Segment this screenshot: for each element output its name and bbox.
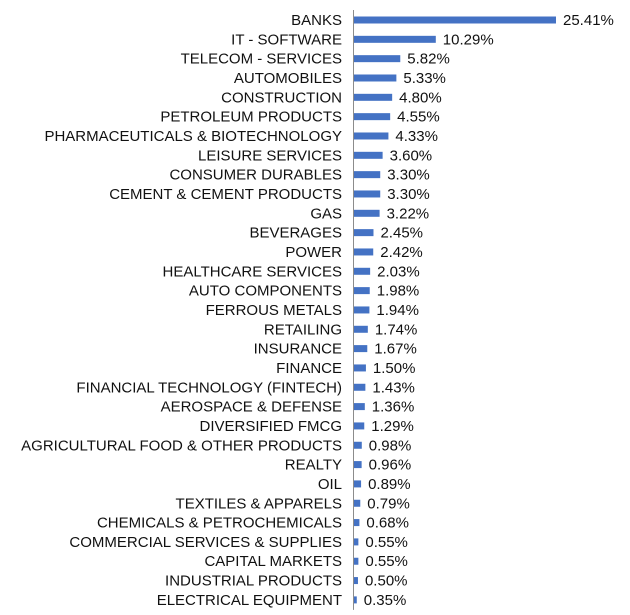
bar-textiles-apparels [354, 499, 361, 507]
category-label-banks: BANKS [291, 12, 342, 29]
value-label-consumer-durables: 3.30% [387, 167, 430, 184]
bar-construction [354, 93, 393, 101]
value-label-construction: 4.80% [399, 89, 442, 106]
category-label-industrial-products: INDUSTRIAL PRODUCTS [165, 573, 342, 590]
value-label-commercial-services-supplies: 0.55% [365, 534, 408, 551]
value-labels-group: 25.41% 10.29% 5.82% 5.33% 4.80% 4.55% 4.33% 3.6… [364, 12, 614, 609]
value-label-oil: 0.89% [368, 476, 411, 493]
value-label-retailing: 1.74% [375, 321, 418, 338]
bar-telecom-services [354, 55, 401, 63]
bar-banks [354, 16, 556, 24]
value-label-it-software: 10.29% [443, 31, 494, 48]
bar-beverages [354, 229, 374, 237]
value-label-cement-cement-products: 3.30% [387, 186, 430, 203]
bar-financial-technology-fintech [354, 383, 366, 391]
category-label-financial-technology-fintech: FINANCIAL TECHNOLOGY (FINTECH) [76, 379, 342, 396]
value-label-gas: 3.22% [387, 205, 430, 222]
category-label-textiles-apparels: TEXTILES & APPARELS [176, 495, 342, 512]
category-label-gas: GAS [310, 205, 342, 222]
bar-oil [354, 480, 362, 488]
category-label-agricultural-food-other-products: AGRICULTURAL FOOD & OTHER PRODUCTS [21, 437, 342, 454]
category-label-leisure-services: LEISURE SERVICES [198, 147, 342, 164]
category-label-healthcare-services: HEALTHCARE SERVICES [163, 263, 343, 280]
bar-auto-components [354, 287, 370, 295]
value-label-insurance: 1.67% [374, 341, 417, 358]
value-label-leisure-services: 3.60% [390, 147, 433, 164]
category-label-aerospace-defense: AEROSPACE & DEFENSE [161, 399, 342, 416]
category-label-oil: OIL [318, 476, 342, 493]
bar-gas [354, 209, 380, 217]
value-label-automobiles: 5.33% [403, 70, 446, 87]
bar-finance [354, 364, 366, 372]
bar-power [354, 248, 374, 256]
category-label-retailing: RETAILING [264, 321, 342, 338]
value-label-industrial-products: 0.50% [365, 573, 408, 590]
value-label-aerospace-defense: 1.36% [372, 399, 415, 416]
category-label-telecom-services: TELECOM - SERVICES [181, 51, 342, 68]
bar-diversified-fmcg [354, 422, 365, 430]
value-label-healthcare-services: 2.03% [377, 263, 420, 280]
bar-automobiles [354, 74, 397, 82]
category-label-electrical-equipment: ELECTRICAL EQUIPMENT [157, 592, 342, 609]
value-label-power: 2.42% [380, 244, 423, 261]
category-label-construction: CONSTRUCTION [221, 89, 342, 106]
bars-group [354, 16, 556, 604]
category-label-insurance: INSURANCE [254, 341, 342, 358]
value-label-beverages: 2.45% [380, 225, 423, 242]
category-label-capital-markets: CAPITAL MARKETS [204, 553, 342, 570]
category-label-ferrous-metals: FERROUS METALS [206, 302, 342, 319]
bar-electrical-equipment [354, 596, 357, 604]
category-label-chemicals-petrochemicals: CHEMICALS & PETROCHEMICALS [97, 515, 342, 532]
category-label-diversified-fmcg: DIVERSIFIED FMCG [199, 418, 342, 435]
bar-capital-markets [354, 557, 359, 565]
value-label-finance: 1.50% [373, 360, 416, 377]
category-label-commercial-services-supplies: COMMERCIAL SERVICES & SUPPLIES [69, 534, 342, 551]
category-label-auto-components: AUTO COMPONENTS [189, 283, 342, 300]
category-label-cement-cement-products: CEMENT & CEMENT PRODUCTS [109, 186, 342, 203]
value-label-ferrous-metals: 1.94% [376, 302, 419, 319]
bar-agricultural-food-other-products [354, 441, 362, 449]
category-labels-group: BANKS IT - SOFTWARE TELECOM - SERVICES AUTO… [21, 12, 342, 609]
bar-insurance [354, 345, 368, 353]
value-label-banks: 25.41% [563, 12, 614, 29]
value-label-electrical-equipment: 0.35% [364, 592, 407, 609]
category-label-consumer-durables: CONSUMER DURABLES [169, 167, 342, 184]
category-label-pharmaceuticals-biotechnology: PHARMACEUTICALS & BIOTECHNOLOGY [44, 128, 342, 145]
category-label-beverages: BEVERAGES [249, 225, 342, 242]
bar-petroleum-products [354, 113, 391, 121]
bar-industrial-products [354, 577, 358, 585]
bar-aerospace-defense [354, 403, 365, 411]
category-label-finance: FINANCE [276, 360, 342, 377]
value-label-capital-markets: 0.55% [365, 553, 408, 570]
bar-realty [354, 461, 362, 469]
value-label-realty: 0.96% [369, 457, 412, 474]
bar-it-software [354, 35, 436, 43]
value-label-auto-components: 1.98% [377, 283, 420, 300]
bar-commercial-services-supplies [354, 538, 359, 546]
bar-chemicals-petrochemicals [354, 519, 360, 527]
bar-leisure-services [354, 151, 383, 159]
value-label-financial-technology-fintech: 1.43% [372, 379, 415, 396]
value-label-chemicals-petrochemicals: 0.68% [366, 515, 409, 532]
category-label-it-software: IT - SOFTWARE [231, 31, 342, 48]
value-label-petroleum-products: 4.55% [397, 109, 440, 126]
bar-ferrous-metals [354, 306, 370, 314]
category-label-realty: REALTY [285, 457, 342, 474]
category-label-power: POWER [285, 244, 342, 261]
value-label-textiles-apparels: 0.79% [367, 495, 410, 512]
bar-pharmaceuticals-biotechnology [354, 132, 389, 140]
bar-cement-cement-products [354, 190, 381, 198]
bar-consumer-durables [354, 171, 381, 179]
value-label-diversified-fmcg: 1.29% [371, 418, 414, 435]
value-label-pharmaceuticals-biotechnology: 4.33% [395, 128, 438, 145]
category-label-petroleum-products: PETROLEUM PRODUCTS [160, 109, 342, 126]
bar-retailing [354, 325, 368, 333]
category-label-automobiles: AUTOMOBILES [234, 70, 342, 87]
value-label-agricultural-food-other-products: 0.98% [369, 437, 412, 454]
bar-healthcare-services [354, 267, 371, 275]
value-label-telecom-services: 5.82% [407, 51, 450, 68]
